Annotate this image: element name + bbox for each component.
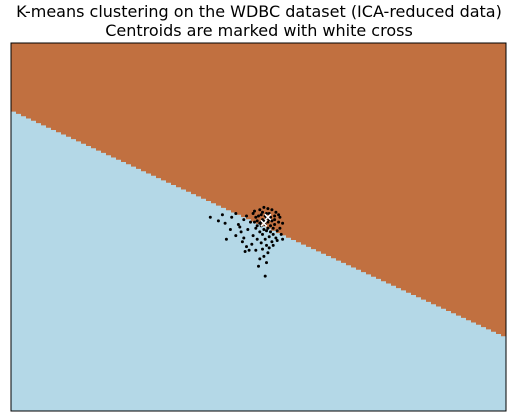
data-point bbox=[278, 215, 282, 219]
data-point bbox=[266, 226, 270, 230]
data-point bbox=[257, 214, 260, 218]
data-point bbox=[224, 237, 228, 241]
data-point bbox=[275, 229, 279, 233]
centroid-markers bbox=[260, 213, 272, 227]
data-point bbox=[271, 232, 275, 236]
cluster-region-upper bbox=[11, 43, 506, 337]
data-point bbox=[246, 228, 250, 231]
data-point bbox=[277, 220, 281, 224]
data-point bbox=[278, 226, 282, 230]
data-points bbox=[208, 205, 285, 278]
data-point bbox=[249, 220, 252, 224]
data-point bbox=[279, 232, 283, 236]
data-point bbox=[267, 235, 271, 239]
data-point bbox=[281, 237, 285, 241]
data-point bbox=[240, 240, 244, 244]
data-point bbox=[273, 223, 277, 226]
data-point bbox=[258, 257, 262, 261]
plot-frame bbox=[10, 42, 507, 412]
chart-subtitle-line: Centroids are marked with white cross bbox=[105, 21, 413, 40]
data-point bbox=[269, 224, 272, 228]
data-point bbox=[265, 261, 268, 265]
data-point bbox=[259, 241, 263, 245]
data-point bbox=[281, 221, 285, 225]
data-point bbox=[251, 212, 255, 215]
chart-title-line: K-means clustering on the WDBC dataset (… bbox=[16, 2, 502, 21]
data-point bbox=[274, 210, 278, 214]
data-point bbox=[266, 220, 270, 224]
chart-title: K-means clustering on the WDBC dataset (… bbox=[0, 2, 518, 40]
data-point bbox=[261, 210, 264, 214]
data-point bbox=[208, 215, 212, 219]
data-point bbox=[258, 230, 262, 234]
data-point bbox=[250, 242, 254, 246]
data-point bbox=[228, 228, 232, 231]
data-point bbox=[273, 218, 277, 222]
data-point bbox=[263, 237, 267, 241]
centroid-cross-icon bbox=[260, 219, 268, 227]
data-point bbox=[266, 207, 270, 211]
data-point bbox=[262, 205, 266, 209]
data-point bbox=[262, 254, 266, 258]
data-point bbox=[271, 226, 275, 230]
data-point bbox=[259, 213, 263, 217]
data-point bbox=[245, 245, 248, 249]
data-point bbox=[274, 236, 278, 240]
data-point bbox=[254, 248, 258, 252]
data-point bbox=[220, 213, 224, 217]
data-point bbox=[263, 274, 267, 278]
data-point bbox=[253, 209, 256, 213]
centroid-cross-icon bbox=[264, 213, 272, 221]
data-point bbox=[255, 219, 259, 223]
data-point bbox=[258, 208, 262, 212]
data-point bbox=[230, 215, 234, 219]
data-point bbox=[242, 218, 246, 222]
data-point bbox=[236, 223, 240, 226]
data-point bbox=[270, 240, 274, 244]
data-point bbox=[267, 246, 271, 250]
data-point bbox=[269, 215, 272, 219]
data-point bbox=[247, 248, 251, 252]
data-point bbox=[269, 230, 272, 234]
data-point bbox=[261, 247, 264, 251]
data-point bbox=[277, 213, 281, 217]
data-point bbox=[266, 251, 270, 255]
data-point bbox=[251, 234, 255, 238]
data-point bbox=[270, 219, 274, 223]
data-point bbox=[253, 220, 256, 224]
data-point bbox=[239, 230, 243, 234]
data-point bbox=[271, 243, 275, 247]
data-point bbox=[257, 264, 260, 268]
data-point bbox=[238, 225, 242, 229]
data-point bbox=[242, 236, 246, 240]
data-point bbox=[275, 239, 279, 242]
plot-area bbox=[11, 43, 506, 411]
data-point bbox=[255, 237, 259, 241]
data-point bbox=[234, 234, 238, 238]
data-point bbox=[234, 212, 238, 215]
data-point bbox=[255, 224, 259, 228]
data-point bbox=[243, 250, 247, 253]
data-point bbox=[262, 228, 266, 231]
data-point bbox=[265, 229, 268, 233]
data-point bbox=[254, 226, 258, 230]
data-point bbox=[223, 221, 227, 225]
data-point bbox=[261, 232, 264, 236]
data-point bbox=[254, 215, 258, 219]
data-point bbox=[270, 208, 274, 212]
data-point bbox=[245, 214, 248, 218]
data-point bbox=[216, 219, 220, 223]
data-point bbox=[273, 214, 277, 218]
data-point bbox=[265, 243, 268, 247]
